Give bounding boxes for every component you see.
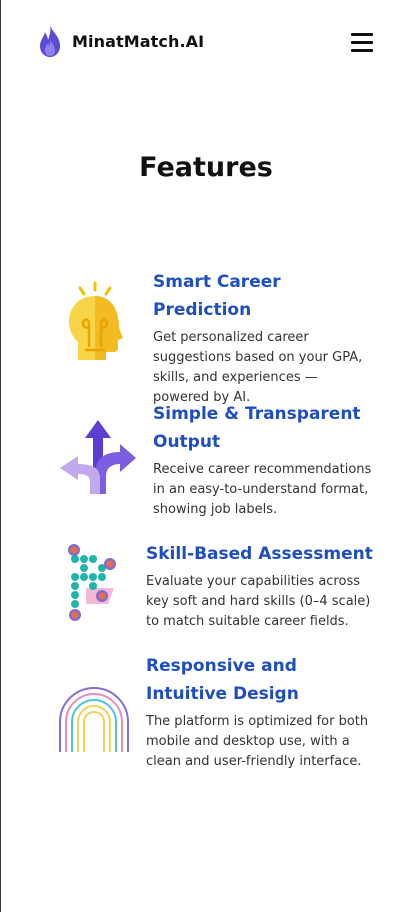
section-title: Features: [139, 152, 273, 183]
rainbow-arch-icon: [59, 687, 129, 752]
feature-title: Smart Career Prediction: [153, 272, 281, 320]
feature-title: Responsive and Intuitive Design: [146, 656, 299, 704]
feature-description: Get personalized career suggestions base…: [153, 330, 363, 405]
page-border: [0, 0, 1, 912]
feature-card: Simple & Transparent Output Receive care…: [153, 400, 378, 520]
lightbulb-head-icon: [69, 281, 123, 360]
feature-description: Evaluate your capabilities across key so…: [146, 574, 371, 629]
feature-title: Simple & Transparent Output: [153, 404, 361, 452]
feature-card: Smart Career Prediction Get personalized…: [153, 268, 373, 408]
brand-name: MinatMatch.AI: [72, 31, 205, 51]
feature-card: Responsive and Intuitive Design The plat…: [146, 652, 376, 772]
flame-icon: [40, 25, 60, 57]
feature-card: Skill-Based Assessment Evaluate your cap…: [146, 540, 376, 632]
brand-logo[interactable]: MinatMatch.AI: [38, 24, 204, 58]
split-arrows-icon: [60, 420, 136, 494]
hamburger-menu-icon[interactable]: [351, 33, 373, 53]
skill-network-icon: [68, 544, 116, 621]
feature-description: Receive career recommendations in an eas…: [153, 462, 372, 517]
navbar: MinatMatch.AI: [0, 0, 412, 88]
feature-title: Skill-Based Assessment: [146, 544, 373, 564]
feature-description: The platform is optimized for both mobil…: [146, 714, 369, 769]
